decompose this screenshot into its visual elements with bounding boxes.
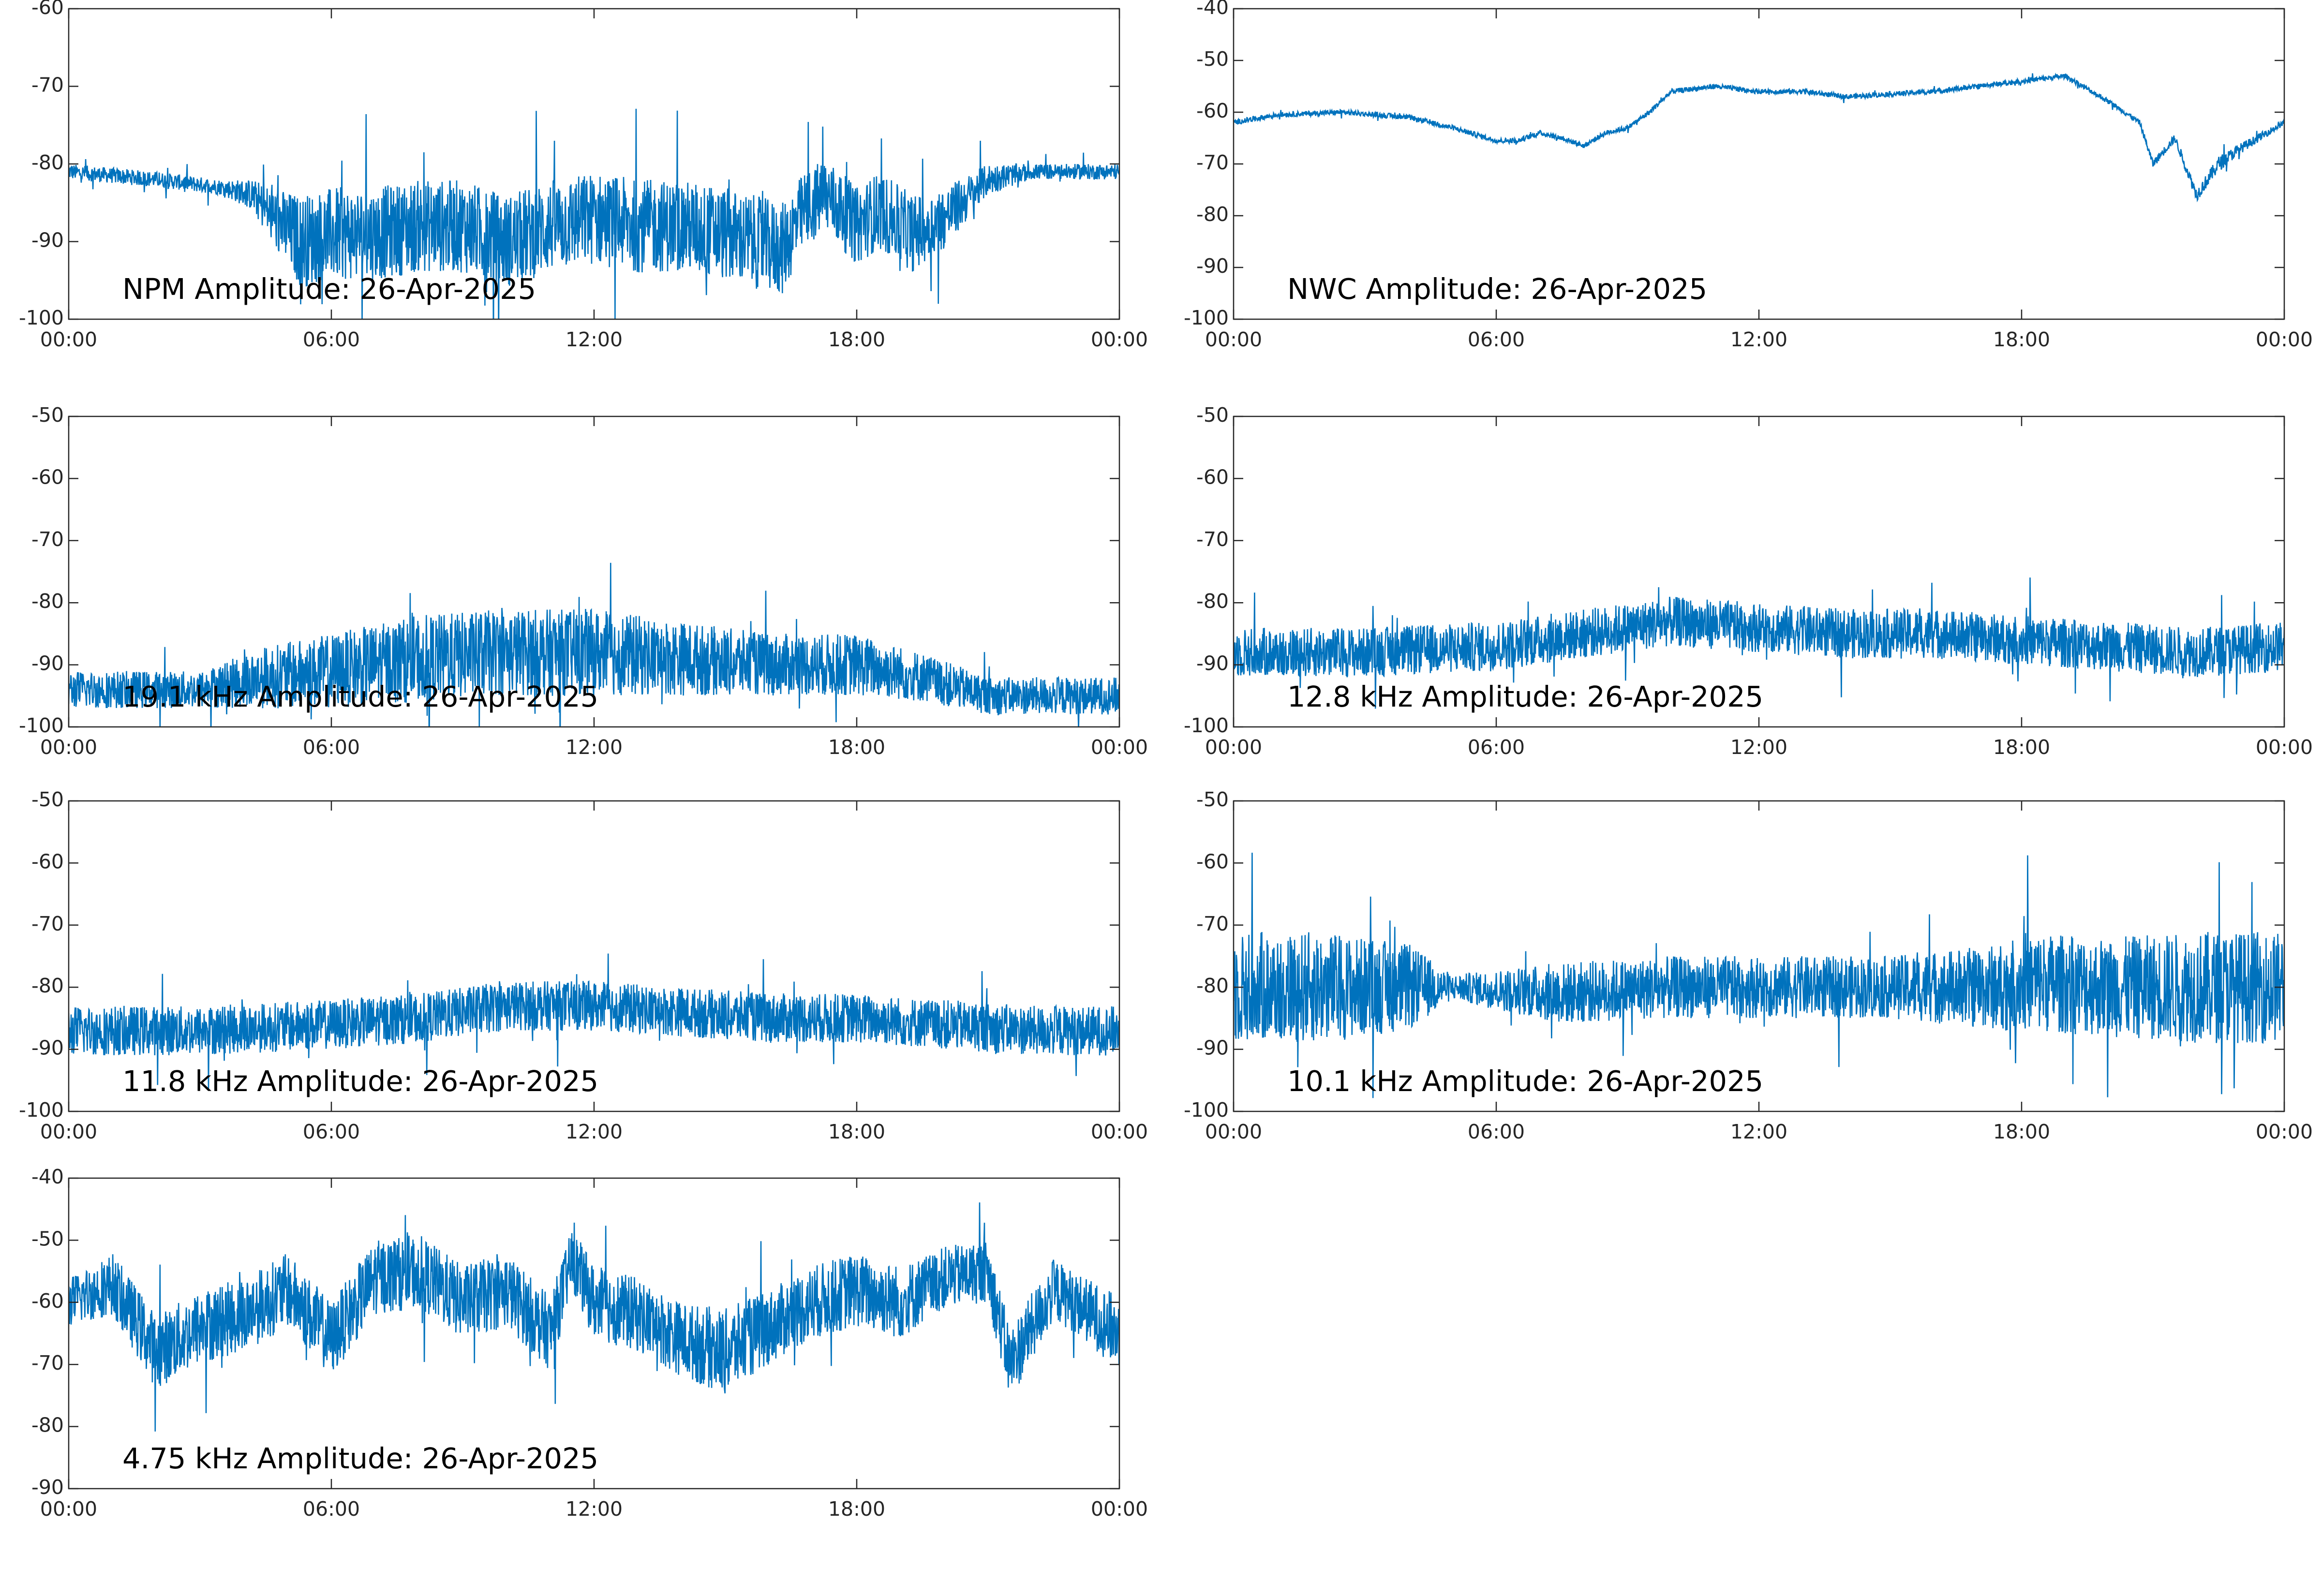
x-tick-label: 12:00 (1730, 736, 1787, 759)
y-tick-label: -60 (31, 850, 64, 873)
x-tick-label: 18:00 (828, 736, 885, 759)
x-tick-label: 18:00 (1993, 1120, 2050, 1143)
x-tick-label: 06:00 (303, 1497, 360, 1521)
y-tick-label: -60 (31, 0, 64, 19)
y-tick-label: -70 (1196, 528, 1229, 551)
y-tick-label: -80 (1196, 203, 1229, 226)
x-tick-label: 00:00 (1091, 736, 1148, 759)
series-line (69, 1202, 1119, 1432)
x-tick-label: 00:00 (1205, 328, 1262, 351)
y-tick-label: -80 (31, 151, 64, 174)
y-tick-label: -100 (1184, 306, 1229, 329)
x-tick-label: 18:00 (828, 1120, 885, 1143)
y-tick-label: -90 (31, 1476, 64, 1499)
x-tick-label: 00:00 (40, 736, 97, 759)
x-tick-label: 00:00 (1091, 1120, 1148, 1143)
x-tick-label: 18:00 (1993, 328, 2050, 351)
y-tick-label: -70 (31, 912, 64, 935)
x-tick-label: 00:00 (2256, 1120, 2313, 1143)
y-tick-label: -100 (19, 306, 64, 329)
series-line (69, 108, 1119, 319)
chart-title: 4.75 kHz Amplitude: 26-Apr-2025 (122, 1442, 598, 1475)
x-tick-label: 00:00 (1205, 736, 1262, 759)
y-tick-label: -90 (1196, 652, 1229, 675)
y-tick-label: -80 (31, 1414, 64, 1437)
y-tick-label: -80 (31, 590, 64, 613)
y-tick-label: -70 (31, 1351, 64, 1374)
x-tick-label: 00:00 (1205, 1120, 1262, 1143)
y-tick-label: -60 (31, 1289, 64, 1313)
y-tick-label: -50 (31, 1227, 64, 1250)
x-tick-label: 06:00 (1468, 328, 1525, 351)
x-tick-label: 18:00 (828, 328, 885, 351)
y-tick-label: -60 (31, 465, 64, 488)
y-tick-label: -50 (1196, 788, 1229, 811)
chart-title: 11.8 kHz Amplitude: 26-Apr-2025 (122, 1064, 598, 1098)
y-tick-label: -100 (1184, 1098, 1229, 1122)
y-tick-label: -80 (1196, 974, 1229, 997)
x-tick-label: 00:00 (2256, 328, 2313, 351)
y-tick-label: -90 (31, 652, 64, 675)
x-tick-label: 06:00 (1468, 736, 1525, 759)
x-tick-label: 12:00 (1730, 328, 1787, 351)
y-tick-label: -100 (19, 714, 64, 737)
y-tick-label: -80 (1196, 590, 1229, 613)
series-line (1234, 853, 2284, 1098)
y-tick-label: -40 (1196, 0, 1229, 19)
x-tick-label: 06:00 (1468, 1120, 1525, 1143)
x-tick-label: 12:00 (566, 1120, 623, 1143)
y-tick-label: -90 (1196, 1036, 1229, 1060)
y-tick-label: -60 (1196, 850, 1229, 873)
y-tick-label: -50 (1196, 47, 1229, 71)
x-tick-label: 12:00 (566, 736, 623, 759)
y-tick-label: -100 (19, 1098, 64, 1122)
y-tick-label: -70 (1196, 151, 1229, 174)
y-tick-label: -90 (31, 229, 64, 252)
x-tick-label: 00:00 (40, 1120, 97, 1143)
y-tick-label: -90 (31, 1036, 64, 1060)
x-tick-label: 00:00 (2256, 736, 2313, 759)
chart-title: 12.8 kHz Amplitude: 26-Apr-2025 (1287, 680, 1763, 713)
series-line (69, 562, 1119, 727)
x-tick-label: 06:00 (303, 328, 360, 351)
y-tick-label: -60 (1196, 465, 1229, 488)
y-tick-label: -40 (31, 1165, 64, 1188)
x-tick-label: 00:00 (40, 328, 97, 351)
x-tick-label: 18:00 (1993, 736, 2050, 759)
chart-title: NWC Amplitude: 26-Apr-2025 (1287, 272, 1707, 306)
series-line (1234, 577, 2284, 709)
y-tick-label: -50 (1196, 403, 1229, 427)
y-tick-label: -60 (1196, 99, 1229, 122)
series-line (69, 953, 1119, 1089)
chart-title: 10.1 kHz Amplitude: 26-Apr-2025 (1287, 1064, 1763, 1098)
x-tick-label: 12:00 (1730, 1120, 1787, 1143)
x-tick-label: 06:00 (303, 1120, 360, 1143)
x-tick-label: 18:00 (828, 1497, 885, 1521)
chart-title: 19.1 kHz Amplitude: 26-Apr-2025 (122, 680, 598, 713)
y-tick-label: -50 (31, 788, 64, 811)
y-tick-label: -90 (1196, 254, 1229, 278)
x-tick-label: 00:00 (1091, 1497, 1148, 1521)
x-tick-label: 00:00 (1091, 328, 1148, 351)
x-tick-label: 12:00 (566, 328, 623, 351)
x-tick-label: 06:00 (303, 736, 360, 759)
x-tick-label: 00:00 (40, 1497, 97, 1521)
series-line (1234, 73, 2284, 203)
y-tick-label: -70 (31, 528, 64, 551)
y-tick-label: -80 (31, 974, 64, 997)
chart-title: NPM Amplitude: 26-Apr-2025 (122, 272, 536, 306)
y-tick-label: -50 (31, 403, 64, 427)
y-tick-label: -100 (1184, 714, 1229, 737)
y-tick-label: -70 (1196, 912, 1229, 935)
x-tick-label: 12:00 (566, 1497, 623, 1521)
y-tick-label: -70 (31, 74, 64, 97)
